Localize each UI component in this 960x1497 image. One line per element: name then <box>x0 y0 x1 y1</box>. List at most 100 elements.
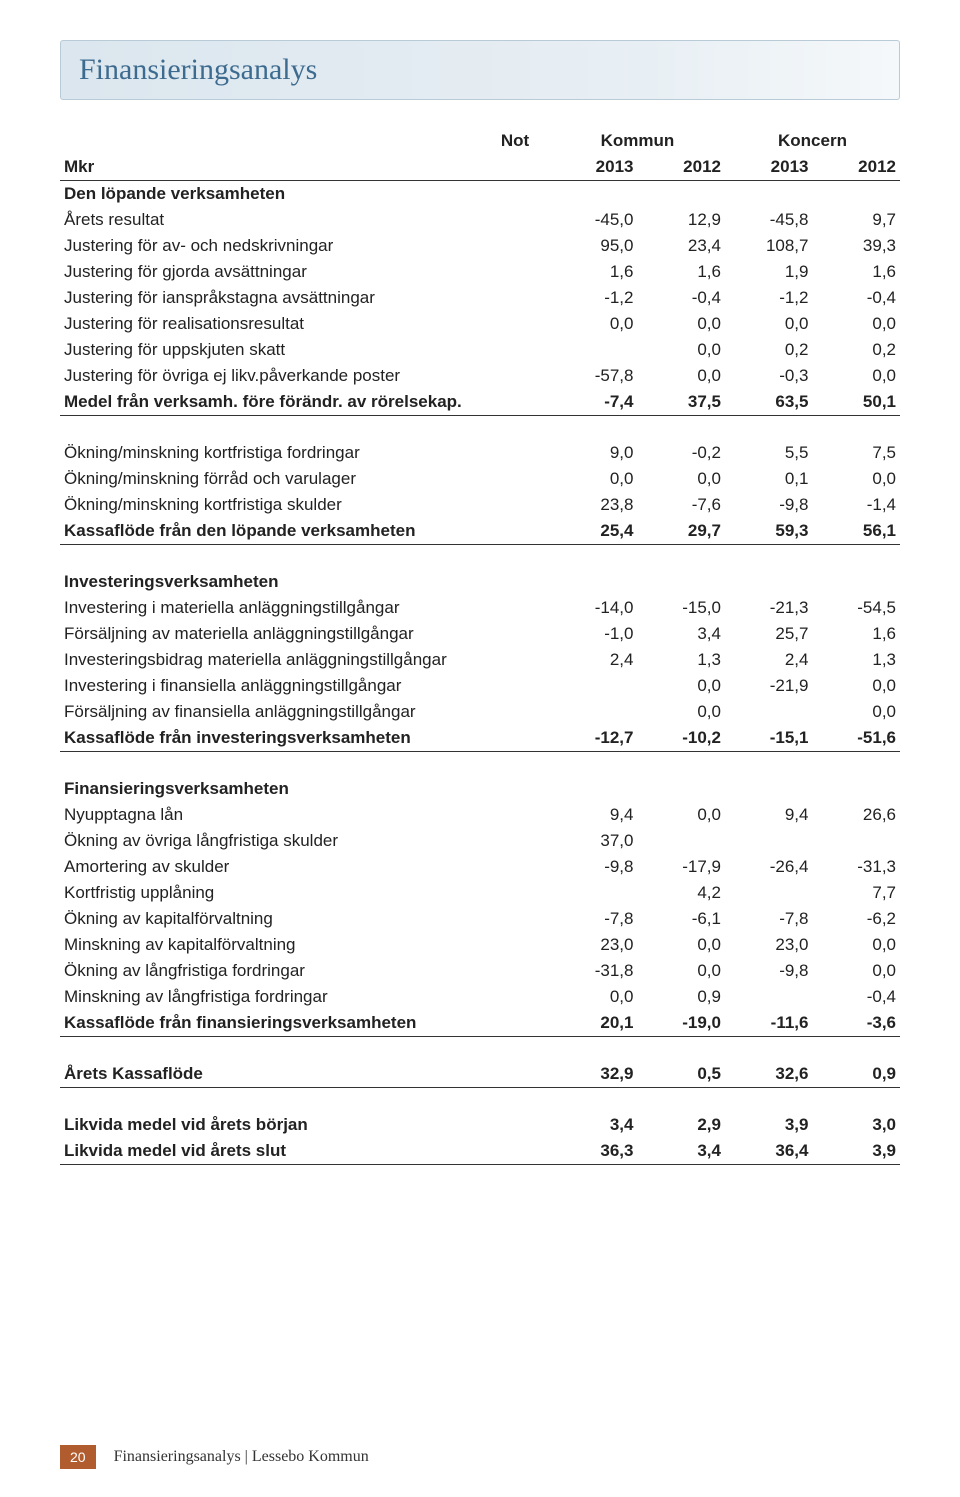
table-row: Justering för ianspråkstagna avsättninga… <box>60 285 900 311</box>
cell: 59,3 <box>725 518 813 545</box>
header-row-2: Mkr 2013 2012 2013 2012 <box>60 154 900 181</box>
row-label: Ökning/minskning förråd och varulager <box>60 466 480 492</box>
col-y4: 2012 <box>812 154 900 181</box>
cell: 50,1 <box>812 389 900 416</box>
cell: -21,9 <box>725 673 813 699</box>
cell: 0,9 <box>812 1061 900 1088</box>
cell: 3,9 <box>812 1138 900 1165</box>
cell: -31,3 <box>812 854 900 880</box>
table-row: Minskning av långfristiga fordringar0,00… <box>60 984 900 1010</box>
cell: -9,8 <box>725 492 813 518</box>
table-row: Justering för uppskjuten skatt0,00,20,2 <box>60 337 900 363</box>
cell: 23,0 <box>725 932 813 958</box>
row-label: Årets resultat <box>60 207 480 233</box>
table-row: Försäljning av materiella anläggningstil… <box>60 621 900 647</box>
cell: 0,0 <box>550 311 638 337</box>
row-label: Justering för gjorda avsättningar <box>60 259 480 285</box>
cell: 0,0 <box>637 932 725 958</box>
cell: 0,0 <box>812 673 900 699</box>
closing-row: Likvida medel vid årets slut36,33,436,43… <box>60 1138 900 1165</box>
col-group-kommun: Kommun <box>550 128 725 154</box>
cell: 5,5 <box>725 440 813 466</box>
row-label: Ökning av långfristiga fordringar <box>60 958 480 984</box>
page-number: 20 <box>60 1445 96 1469</box>
row-label: Justering för ianspråkstagna avsättninga… <box>60 285 480 311</box>
cell: 3,4 <box>550 1112 638 1138</box>
table-row: Justering för gjorda avsättningar1,61,61… <box>60 259 900 285</box>
cell: 26,6 <box>812 802 900 828</box>
cell: -1,0 <box>550 621 638 647</box>
cell: 0,0 <box>637 466 725 492</box>
row-label: Investering i materiella anläggningstill… <box>60 595 480 621</box>
cell: 0,2 <box>725 337 813 363</box>
cell: 0,0 <box>550 984 638 1010</box>
cell: -45,0 <box>550 207 638 233</box>
cell: 7,7 <box>812 880 900 906</box>
cell: 9,4 <box>550 802 638 828</box>
row-label: Justering för uppskjuten skatt <box>60 337 480 363</box>
section-heading: Finansieringsverksamheten <box>60 776 900 802</box>
cell: 0,2 <box>812 337 900 363</box>
cell: 3,4 <box>637 1138 725 1165</box>
table-row: Investering i materiella anläggningstill… <box>60 595 900 621</box>
cell: 1,9 <box>725 259 813 285</box>
cell: 0,0 <box>812 466 900 492</box>
cell: -9,8 <box>550 854 638 880</box>
cell: 0,0 <box>637 958 725 984</box>
section-heading: Investeringsverksamheten <box>60 569 900 595</box>
cell: 23,0 <box>550 932 638 958</box>
cell: -21,3 <box>725 595 813 621</box>
cell: 108,7 <box>725 233 813 259</box>
subtotal-row: Kassaflöde från investeringsverksamheten… <box>60 725 900 752</box>
table-row: Ökning av långfristiga fordringar-31,80,… <box>60 958 900 984</box>
table-row: Ökning/minskning förråd och varulager 0,0… <box>60 466 900 492</box>
row-label: Kassaflöde från den löpande verksamheten <box>60 518 480 545</box>
row-label: Kassaflöde från finansieringsverksamhete… <box>60 1010 480 1037</box>
col-group-koncern: Koncern <box>725 128 900 154</box>
cell: -51,6 <box>812 725 900 752</box>
page: Finansieringsanalys Not Kommun Koncern M… <box>0 0 960 1497</box>
cell: 95,0 <box>550 233 638 259</box>
cell: -12,7 <box>550 725 638 752</box>
cell: 56,1 <box>812 518 900 545</box>
row-label: Årets Kassaflöde <box>60 1061 480 1088</box>
cell: -1,2 <box>550 285 638 311</box>
table-row: Minskning av kapitalförvaltning23,00,023… <box>60 932 900 958</box>
cell: -10,2 <box>637 725 725 752</box>
cell <box>550 337 638 363</box>
cell: 1,6 <box>550 259 638 285</box>
table-row: Försäljning av finansiella anläggningsti… <box>60 699 900 725</box>
cell: 0,1 <box>725 466 813 492</box>
cell: 20,1 <box>550 1010 638 1037</box>
cell: -14,0 <box>550 595 638 621</box>
cell: 1,6 <box>637 259 725 285</box>
row-label: Ökning av kapitalförvaltning <box>60 906 480 932</box>
row-label: Likvida medel vid årets slut <box>60 1138 480 1165</box>
row-label: Försäljning av finansiella anläggningsti… <box>60 699 480 725</box>
cell: 29,7 <box>637 518 725 545</box>
cell: 2,4 <box>550 647 638 673</box>
cell: -26,4 <box>725 854 813 880</box>
cell <box>725 880 813 906</box>
cell: -7,8 <box>725 906 813 932</box>
cell: 9,0 <box>550 440 638 466</box>
row-label: Kortfristig upplåning <box>60 880 480 906</box>
table-row: Nyupptagna lån9,40,09,426,6 <box>60 802 900 828</box>
cell: -0,3 <box>725 363 813 389</box>
cell: 0,0 <box>550 466 638 492</box>
cell: 0,0 <box>637 673 725 699</box>
table-row: Investeringsbidrag materiella anläggning… <box>60 647 900 673</box>
cell: 36,4 <box>725 1138 813 1165</box>
subtotal-row: Kassaflöde från den löpande verksamheten… <box>60 518 900 545</box>
cell: 37,0 <box>550 828 638 854</box>
cell: 0,0 <box>812 958 900 984</box>
cell: 9,4 <box>725 802 813 828</box>
row-label: Justering för övriga ej likv.påverkande … <box>60 363 480 389</box>
cell: 0,9 <box>637 984 725 1010</box>
row-label: Amortering av skulder <box>60 854 480 880</box>
table-row: Justering för av- och nedskrivningar95,0… <box>60 233 900 259</box>
row-label: Ökning av övriga långfristiga skulder <box>60 828 480 854</box>
cell: 23,4 <box>637 233 725 259</box>
cell: 2,4 <box>725 647 813 673</box>
row-label: Investeringsbidrag materiella anläggning… <box>60 647 480 673</box>
